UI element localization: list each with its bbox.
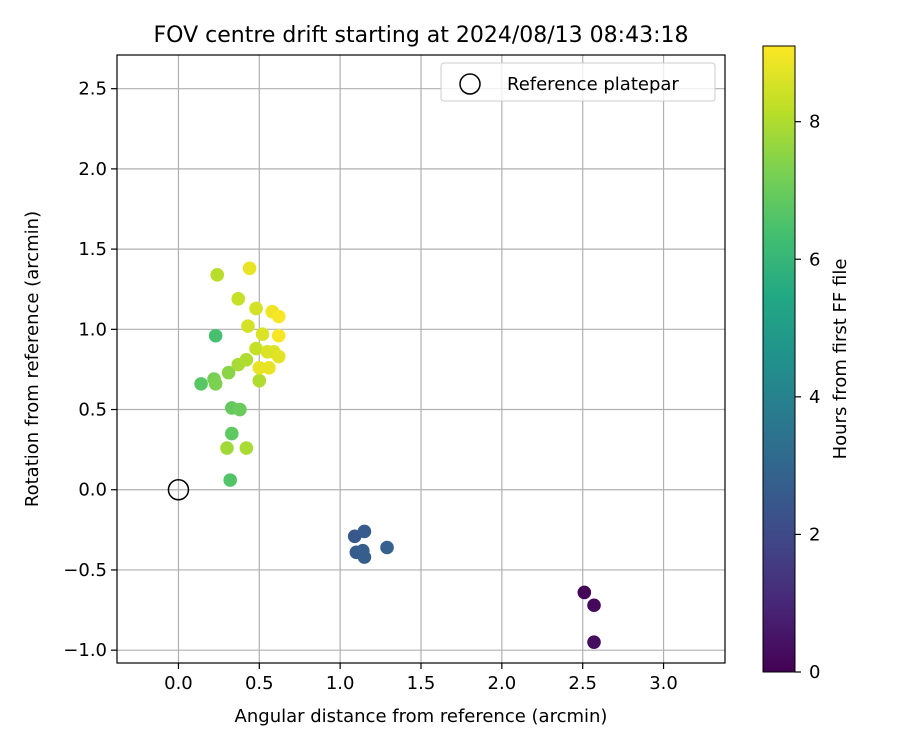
data-point (225, 426, 239, 441)
data-point (271, 328, 286, 343)
x-tick-label: 2.0 (488, 673, 517, 694)
x-tick-label: 3.0 (649, 673, 678, 694)
data-point (255, 327, 270, 341)
colorbar: 0 2 4 6 8 Hours from first FF file (762, 45, 851, 683)
data-point (587, 635, 601, 649)
data-point (233, 402, 247, 417)
y-axis-label: Rotation from reference (arcmin) (22, 211, 43, 507)
x-tick-label: 0.5 (245, 673, 274, 694)
x-axis-label: Angular distance from reference (arcmin) (235, 706, 608, 727)
x-tick-label: 1.0 (326, 673, 355, 694)
data-point (220, 441, 234, 455)
colorbar-tick-label: 8 (809, 112, 820, 133)
legend-marker-icon (459, 73, 481, 95)
y-tick-label: 1.0 (78, 319, 107, 340)
data-point (249, 301, 263, 316)
legend: Reference platepar (440, 62, 716, 102)
data-point (210, 267, 225, 282)
x-axis-ticks: 0.0 0.5 1.0 1.5 2.0 2.5 3.0 (164, 663, 678, 694)
colorbar-ticks: 0 2 4 6 8 (795, 112, 820, 683)
data-point (357, 550, 372, 564)
legend-label: Reference platepar (507, 74, 679, 95)
data-point (252, 373, 267, 388)
data-point (221, 365, 236, 380)
reference-marker (167, 478, 190, 501)
data-point (271, 349, 286, 364)
data-point (208, 377, 223, 391)
y-tick-label: −0.5 (63, 560, 107, 581)
colorbar-tick-label: 6 (809, 249, 820, 270)
data-points (194, 261, 601, 649)
data-point (242, 261, 257, 276)
y-axis-ticks: −1.0 −0.5 0.0 0.5 1.0 1.5 2.0 2.5 (63, 79, 117, 661)
data-point (249, 341, 263, 356)
x-tick-label: 0.0 (164, 673, 193, 694)
data-point (271, 309, 286, 324)
colorbar-tick-label: 0 (809, 662, 820, 683)
x-tick-label: 2.5 (568, 673, 597, 694)
data-point (194, 377, 208, 391)
y-tick-label: 0.5 (78, 400, 107, 421)
y-tick-label: 2.5 (78, 79, 107, 100)
grid-lines (117, 55, 725, 663)
data-point (239, 353, 254, 367)
data-point (231, 292, 246, 306)
reference-point (167, 478, 190, 501)
data-point (587, 598, 601, 613)
colorbar-label: Hours from first FF file (830, 259, 851, 460)
data-point (380, 540, 394, 555)
x-tick-label: 1.5 (407, 673, 436, 694)
data-point (252, 361, 267, 375)
data-point (223, 473, 237, 487)
data-point (577, 585, 592, 600)
colorbar-gradient (762, 45, 796, 673)
data-point (357, 524, 372, 539)
data-point (208, 328, 223, 343)
colorbar-tick-label: 2 (809, 524, 820, 545)
y-tick-label: −1.0 (63, 640, 107, 661)
y-tick-label: 0.0 (78, 480, 107, 501)
data-point (241, 319, 255, 333)
data-point (262, 361, 276, 375)
y-tick-label: 2.0 (78, 159, 107, 180)
data-point (239, 441, 254, 455)
y-tick-label: 1.5 (78, 239, 107, 260)
colorbar-tick-label: 4 (809, 387, 820, 408)
chart-title: FOV centre drift starting at 2024/08/13 … (154, 23, 689, 48)
legend-box (440, 62, 716, 102)
